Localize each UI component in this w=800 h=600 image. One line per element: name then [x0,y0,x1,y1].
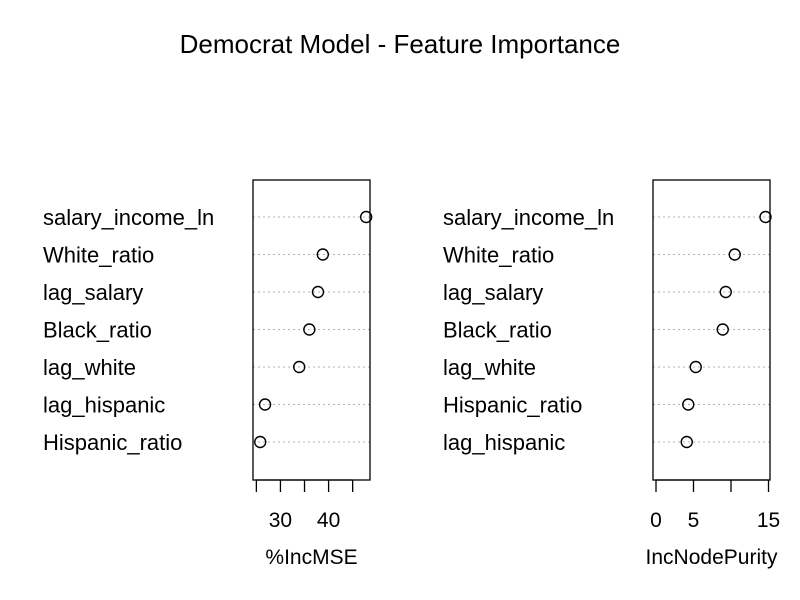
feature-label: lag_salary [43,280,143,305]
feature-label: lag_hispanic [443,430,565,455]
x-tick-label: 15 [757,509,780,532]
feature-label: salary_income_ln [443,205,614,230]
chart-title: Democrat Model - Feature Importance [180,29,621,59]
data-point [719,285,732,299]
x-tick-label: 30 [269,509,292,532]
data-point [716,323,729,336]
panel-frame [652,179,771,481]
data-point [680,435,693,449]
feature-label: lag_white [43,355,136,380]
data-point [689,360,702,374]
x-tick-label: 5 [688,509,700,532]
data-point [759,210,772,224]
data-point [359,210,373,224]
panel-frame [252,179,371,481]
panel-2: salary_income_ln White_ratio lag_salary Bla… [443,179,780,569]
data-point [254,435,267,449]
data-point [303,323,316,336]
feature-label: Black_ratio [43,318,152,343]
panel-1: salary_income_ln White_ratio lag_salary Bla… [43,179,373,569]
data-point [311,285,325,299]
feature-label: lag_white [443,355,536,380]
data-point [316,248,330,261]
feature-label: lag_hispanic [43,393,165,418]
data-point [258,398,272,411]
feature-label: Black_ratio [443,318,552,343]
feature-label: White_ratio [443,243,554,268]
data-point [682,398,695,411]
feature-label: salary_income_ln [43,205,214,230]
feature-label: lag_salary [443,280,543,305]
data-point [293,360,306,374]
feature-label: Hispanic_ratio [443,393,582,418]
data-point [728,248,741,261]
x-tick-label: 40 [317,509,340,532]
feature-label: Hispanic_ratio [43,430,182,455]
x-axis-label: IncNodePurity [646,546,778,569]
x-axis-label: %IncMSE [265,546,357,569]
x-tick-label: 0 [650,509,662,532]
feature-label: White_ratio [43,243,154,268]
